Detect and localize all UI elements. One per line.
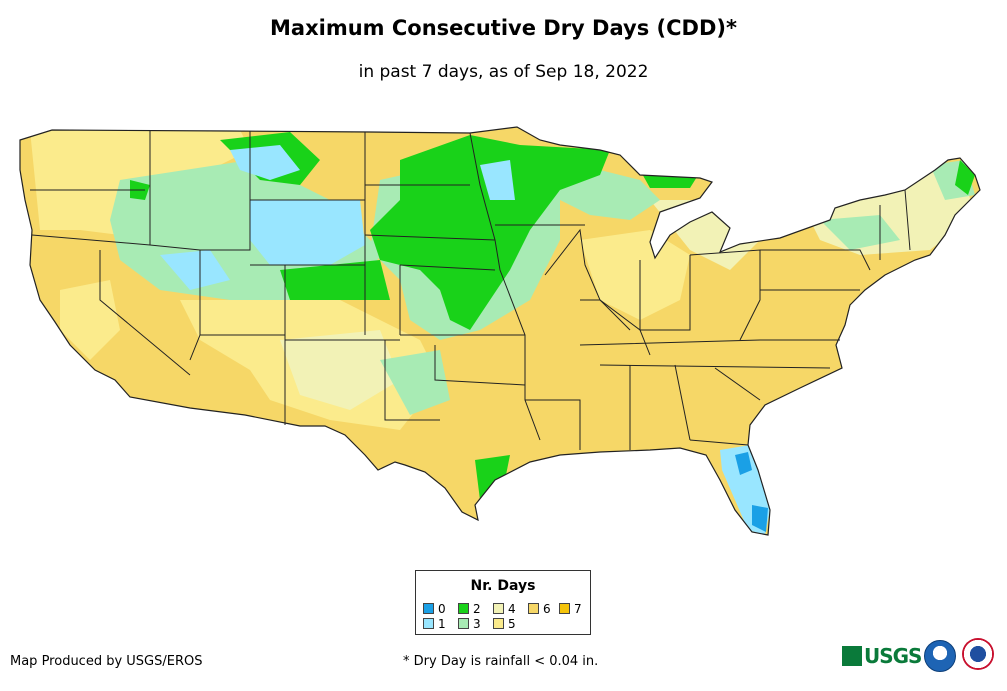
legend-swatch-6	[528, 603, 539, 614]
fill-region-1-wyoming	[250, 200, 365, 265]
border-ne-ks	[399, 264, 496, 271]
border-ut-id	[200, 131, 251, 251]
legend-label-7: 7	[574, 602, 582, 616]
border-ar-la	[525, 399, 581, 450]
usgs-logo-text: USGS	[864, 644, 922, 668]
nws-logo-icon	[962, 638, 994, 670]
fill-region-1-idaho	[160, 250, 230, 290]
credit-text: Map Produced by USGS/EROS	[10, 654, 203, 669]
legend-swatch-1	[423, 618, 434, 629]
legend-label-1: 1	[438, 617, 446, 631]
border-pa-ny	[760, 249, 871, 271]
border-mo-ky	[580, 299, 651, 356]
legend-label-5: 5	[508, 617, 516, 631]
legend-label-0: 0	[438, 602, 446, 616]
usgs-wave-icon	[842, 646, 862, 666]
fill-region-1-dakota	[480, 160, 515, 200]
footnote-text: * Dry Day is rainfall < 0.04 in.	[403, 654, 599, 669]
fill-region-2-maine	[955, 160, 975, 195]
border-sd-ne	[364, 234, 496, 241]
state-boundaries	[19, 126, 981, 536]
border-al-ga	[674, 364, 691, 441]
border-ga-fl	[689, 439, 749, 446]
usgs-logo: USGS	[842, 644, 922, 668]
legend-label-4: 4	[508, 602, 516, 616]
border-ca-nv	[99, 250, 191, 376]
border-ia-il	[544, 228, 631, 331]
fill-region-2-upper-peninsula	[640, 170, 700, 188]
fill-region-2-dakotas-minnesota	[370, 135, 610, 330]
legend-title: Nr. Days	[470, 578, 536, 594]
fill-region-0-florida-north	[735, 452, 752, 475]
agency-logos: USGS	[842, 636, 1002, 676]
fill-region-0-florida-south	[752, 505, 768, 532]
fill-region-2-colorado	[280, 260, 390, 300]
border-tn-al-ga	[599, 364, 831, 369]
map-title: Maximum Consecutive Dry Days (CDD)*	[270, 16, 737, 40]
map-subtitle: in past 7 days, as of Sep 18, 2022	[358, 62, 649, 82]
cdd-map	[19, 126, 981, 536]
legend-swatch-3	[458, 618, 469, 629]
border-ga-sc	[714, 367, 761, 401]
border-ok-tx	[434, 345, 526, 386]
legend-label-6: 6	[543, 602, 551, 616]
legend-swatch-7	[559, 603, 570, 614]
legend-swatch-2	[458, 603, 469, 614]
legend-swatch-5	[493, 618, 504, 629]
border-nh	[904, 189, 911, 251]
legend-label-3: 3	[473, 617, 481, 631]
noaa-logo-icon	[924, 640, 956, 672]
fill-region-2-texas-coast	[475, 455, 510, 500]
fill-region-5-california	[60, 280, 120, 360]
border-oh	[689, 249, 761, 341]
border-in	[639, 255, 691, 331]
fill-region-3-west-texas	[380, 350, 450, 415]
national-outline	[19, 126, 981, 536]
border-tn-ky-va	[579, 339, 840, 346]
border-tx-nm	[384, 340, 440, 421]
cdd-fill-layer	[20, 127, 980, 535]
legend-label-2: 2	[473, 602, 481, 616]
legend-swatch-4	[493, 603, 504, 614]
legend: Nr. Days 0 2 4 6 7 1 3 5	[415, 570, 591, 635]
border-co-nm	[284, 265, 400, 341]
fill-region-4-new-mexico	[280, 330, 400, 410]
legend-swatch-0	[423, 603, 434, 614]
fill-region-5-illinois	[580, 230, 690, 320]
fill-region-1-montana	[230, 145, 300, 180]
